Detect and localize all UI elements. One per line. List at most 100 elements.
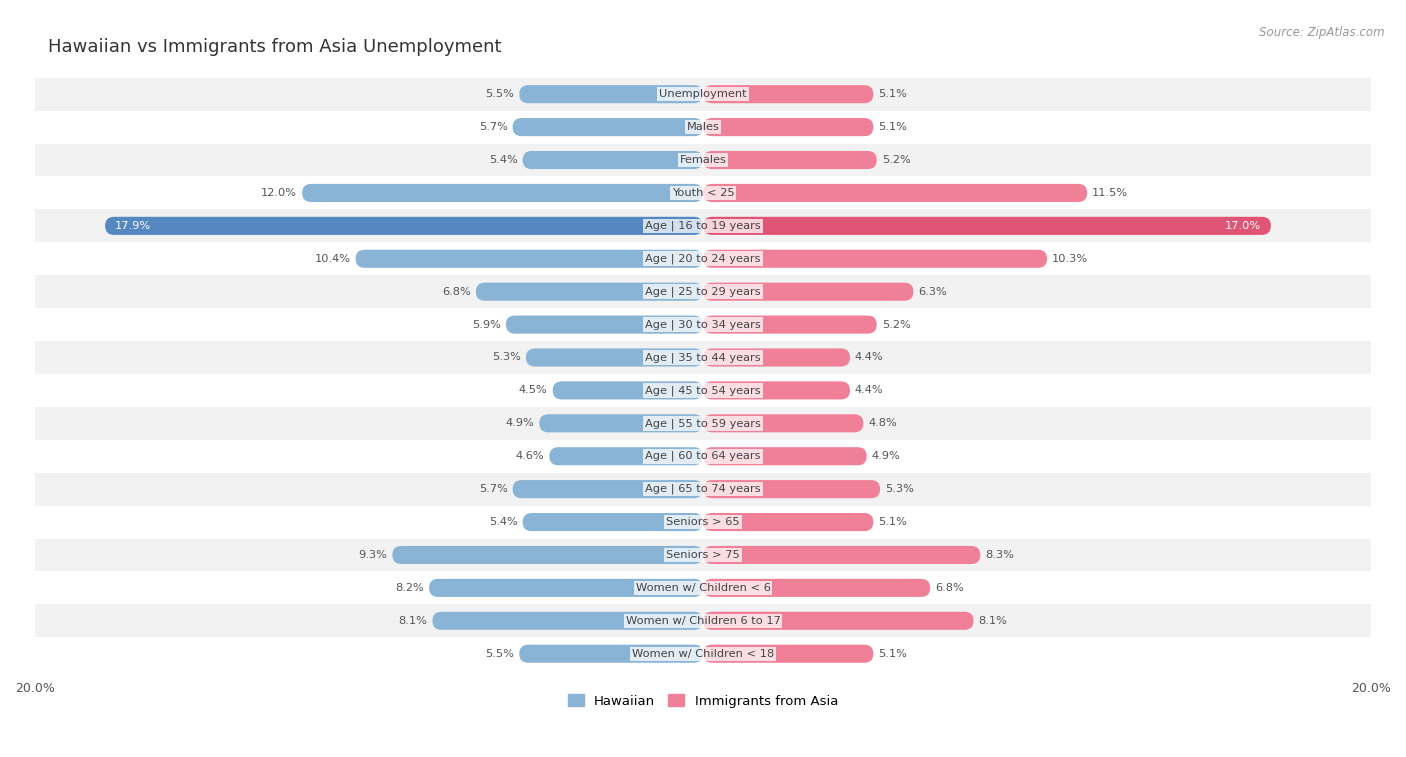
- Text: 5.5%: 5.5%: [485, 89, 515, 99]
- Text: 4.4%: 4.4%: [855, 385, 883, 395]
- Text: Unemployment: Unemployment: [659, 89, 747, 99]
- Bar: [35, 572, 1371, 604]
- Text: 4.9%: 4.9%: [506, 419, 534, 428]
- FancyBboxPatch shape: [519, 645, 703, 663]
- FancyBboxPatch shape: [703, 282, 914, 301]
- FancyBboxPatch shape: [703, 447, 866, 466]
- Bar: [35, 144, 1371, 176]
- FancyBboxPatch shape: [703, 316, 877, 334]
- Text: 10.4%: 10.4%: [315, 254, 350, 263]
- FancyBboxPatch shape: [356, 250, 703, 268]
- FancyBboxPatch shape: [506, 316, 703, 334]
- Text: 6.8%: 6.8%: [935, 583, 965, 593]
- Text: 8.2%: 8.2%: [395, 583, 425, 593]
- Bar: [35, 176, 1371, 210]
- Text: 8.1%: 8.1%: [398, 615, 427, 626]
- Bar: [35, 341, 1371, 374]
- Bar: [35, 637, 1371, 670]
- Bar: [35, 506, 1371, 538]
- Text: 5.4%: 5.4%: [489, 517, 517, 527]
- FancyBboxPatch shape: [523, 513, 703, 531]
- Text: Source: ZipAtlas.com: Source: ZipAtlas.com: [1260, 26, 1385, 39]
- Text: 5.5%: 5.5%: [485, 649, 515, 659]
- Text: Age | 60 to 64 years: Age | 60 to 64 years: [645, 451, 761, 462]
- Text: Age | 20 to 24 years: Age | 20 to 24 years: [645, 254, 761, 264]
- FancyBboxPatch shape: [553, 382, 703, 400]
- FancyBboxPatch shape: [513, 118, 703, 136]
- FancyBboxPatch shape: [703, 118, 873, 136]
- Text: 9.3%: 9.3%: [359, 550, 387, 560]
- Text: 17.9%: 17.9%: [115, 221, 152, 231]
- Bar: [35, 407, 1371, 440]
- Bar: [35, 308, 1371, 341]
- Text: 4.5%: 4.5%: [519, 385, 548, 395]
- Text: 6.3%: 6.3%: [918, 287, 948, 297]
- Text: 10.3%: 10.3%: [1052, 254, 1088, 263]
- FancyBboxPatch shape: [703, 612, 973, 630]
- Text: Seniors > 75: Seniors > 75: [666, 550, 740, 560]
- FancyBboxPatch shape: [703, 250, 1047, 268]
- Text: Males: Males: [686, 122, 720, 132]
- FancyBboxPatch shape: [703, 513, 873, 531]
- FancyBboxPatch shape: [703, 480, 880, 498]
- Text: 5.4%: 5.4%: [489, 155, 517, 165]
- Text: Age | 55 to 59 years: Age | 55 to 59 years: [645, 418, 761, 428]
- FancyBboxPatch shape: [526, 348, 703, 366]
- FancyBboxPatch shape: [703, 382, 851, 400]
- Text: Women w/ Children < 6: Women w/ Children < 6: [636, 583, 770, 593]
- Text: 12.0%: 12.0%: [262, 188, 297, 198]
- FancyBboxPatch shape: [540, 414, 703, 432]
- Text: Women w/ Children < 18: Women w/ Children < 18: [631, 649, 775, 659]
- Text: 4.4%: 4.4%: [855, 353, 883, 363]
- FancyBboxPatch shape: [703, 184, 1087, 202]
- Text: 5.1%: 5.1%: [879, 89, 907, 99]
- Text: 4.8%: 4.8%: [869, 419, 897, 428]
- Bar: [35, 210, 1371, 242]
- Text: Youth < 25: Youth < 25: [672, 188, 734, 198]
- Bar: [35, 111, 1371, 144]
- Text: 11.5%: 11.5%: [1092, 188, 1128, 198]
- Bar: [35, 276, 1371, 308]
- Text: 5.3%: 5.3%: [492, 353, 522, 363]
- FancyBboxPatch shape: [703, 546, 980, 564]
- Bar: [35, 538, 1371, 572]
- Text: 8.3%: 8.3%: [986, 550, 1014, 560]
- Legend: Hawaiian, Immigrants from Asia: Hawaiian, Immigrants from Asia: [562, 689, 844, 713]
- FancyBboxPatch shape: [105, 217, 703, 235]
- Text: Age | 65 to 74 years: Age | 65 to 74 years: [645, 484, 761, 494]
- FancyBboxPatch shape: [513, 480, 703, 498]
- FancyBboxPatch shape: [550, 447, 703, 466]
- Text: Age | 25 to 29 years: Age | 25 to 29 years: [645, 286, 761, 297]
- Text: Age | 30 to 34 years: Age | 30 to 34 years: [645, 319, 761, 330]
- FancyBboxPatch shape: [433, 612, 703, 630]
- Text: 5.1%: 5.1%: [879, 122, 907, 132]
- FancyBboxPatch shape: [523, 151, 703, 169]
- FancyBboxPatch shape: [302, 184, 703, 202]
- FancyBboxPatch shape: [703, 348, 851, 366]
- FancyBboxPatch shape: [703, 579, 931, 597]
- FancyBboxPatch shape: [703, 151, 877, 169]
- FancyBboxPatch shape: [392, 546, 703, 564]
- Bar: [35, 472, 1371, 506]
- FancyBboxPatch shape: [703, 645, 873, 663]
- Bar: [35, 374, 1371, 407]
- FancyBboxPatch shape: [703, 85, 873, 103]
- FancyBboxPatch shape: [519, 85, 703, 103]
- Text: 8.1%: 8.1%: [979, 615, 1008, 626]
- FancyBboxPatch shape: [429, 579, 703, 597]
- FancyBboxPatch shape: [703, 414, 863, 432]
- Bar: [35, 604, 1371, 637]
- Text: Age | 16 to 19 years: Age | 16 to 19 years: [645, 220, 761, 231]
- Text: Age | 35 to 44 years: Age | 35 to 44 years: [645, 352, 761, 363]
- Bar: [35, 440, 1371, 472]
- Text: 5.7%: 5.7%: [478, 484, 508, 494]
- Text: Seniors > 65: Seniors > 65: [666, 517, 740, 527]
- Text: 5.3%: 5.3%: [884, 484, 914, 494]
- Text: 5.9%: 5.9%: [472, 319, 501, 329]
- Text: 5.1%: 5.1%: [879, 517, 907, 527]
- Text: 5.7%: 5.7%: [478, 122, 508, 132]
- Text: Hawaiian vs Immigrants from Asia Unemployment: Hawaiian vs Immigrants from Asia Unemplo…: [48, 38, 502, 56]
- Text: Age | 45 to 54 years: Age | 45 to 54 years: [645, 385, 761, 396]
- Text: 6.8%: 6.8%: [441, 287, 471, 297]
- Text: Females: Females: [679, 155, 727, 165]
